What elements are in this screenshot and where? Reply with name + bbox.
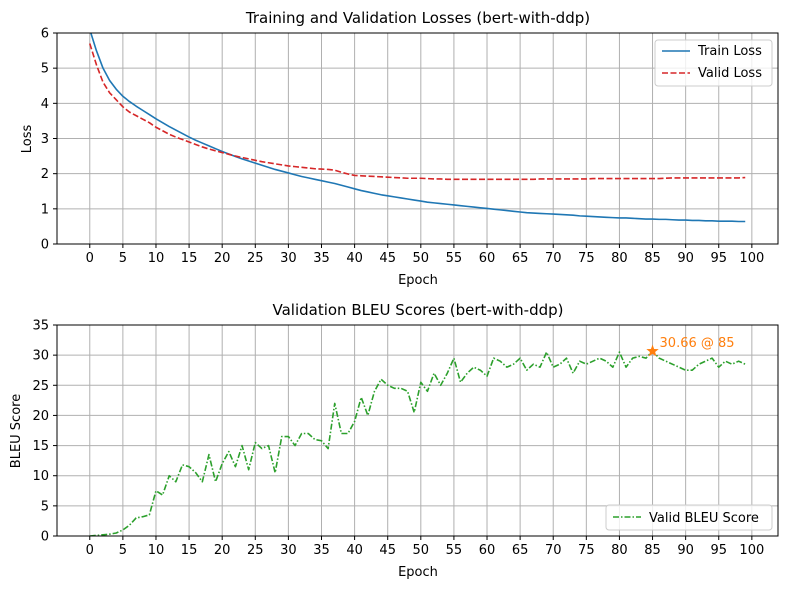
loss-chart-ylabel: Loss xyxy=(20,125,35,154)
legend-valid-loss: Valid Loss xyxy=(698,66,762,81)
x-tick-label: 40 xyxy=(346,543,363,558)
x-tick-label: 65 xyxy=(512,251,529,266)
series-line-train-loss xyxy=(90,33,746,223)
x-tick-label: 80 xyxy=(611,543,628,558)
loss-chart-xlabel: Epoch xyxy=(398,273,438,288)
x-tick-label: 65 xyxy=(512,543,529,558)
bleu-chart: Validation BLEU Scores (bert-with-ddp) 3… xyxy=(9,301,779,580)
x-tick-label: 0 xyxy=(86,543,94,558)
x-tick-label: 100 xyxy=(739,251,764,266)
bleu-chart-lines: 30.66 @ 85 xyxy=(89,336,746,536)
legend-valid-bleu: Valid BLEU Score xyxy=(649,511,759,526)
x-tick-label: 30 xyxy=(280,543,297,558)
bleu-chart-legend: Valid BLEU Score xyxy=(605,504,773,531)
x-tick-label: 45 xyxy=(379,543,396,558)
x-tick-label: 40 xyxy=(346,251,363,266)
x-tick-label: 95 xyxy=(710,543,727,558)
bleu-chart-xlabel: Epoch xyxy=(398,565,438,580)
x-tick-label: 85 xyxy=(644,251,661,266)
x-tick-label: 55 xyxy=(446,251,463,266)
x-tick-label: 85 xyxy=(644,543,661,558)
y-tick-label: 5 xyxy=(41,62,49,77)
bleu-chart-ticks: 0 5 10 15 20 25 30 35 40 45 50 55 60 65 70 75 80 85 90 95 10… xyxy=(32,319,764,559)
y-tick-label: 25 xyxy=(32,379,49,394)
x-tick-label: 75 xyxy=(578,251,595,266)
x-tick-label: 95 xyxy=(710,251,727,266)
x-tick-label: 15 xyxy=(181,251,198,266)
x-tick-label: 55 xyxy=(446,543,463,558)
x-tick-label: 80 xyxy=(611,251,628,266)
x-tick-label: 45 xyxy=(379,251,396,266)
loss-chart-lines xyxy=(89,33,746,223)
x-tick-label: 50 xyxy=(413,251,430,266)
x-tick-label: 0 xyxy=(86,251,94,266)
x-tick-label: 30 xyxy=(280,251,297,266)
best-score-annotation: 30.66 @ 85 xyxy=(660,336,735,351)
y-tick-label: 0 xyxy=(41,530,49,545)
y-tick-label: 4 xyxy=(41,97,49,112)
x-tick-label: 100 xyxy=(739,543,764,558)
y-tick-label: 6 xyxy=(41,27,49,42)
bleu-legend-box xyxy=(605,504,773,531)
x-tick-label: 70 xyxy=(545,543,562,558)
y-tick-label: 30 xyxy=(32,349,49,364)
x-tick-label: 20 xyxy=(214,543,231,558)
loss-chart-legend: Train Loss Valid Loss xyxy=(654,39,773,87)
series-line-valid-loss xyxy=(89,43,746,181)
y-tick-label: 35 xyxy=(32,319,49,334)
x-tick-label: 60 xyxy=(479,543,496,558)
x-tick-label: 90 xyxy=(677,251,694,266)
bleu-chart-frame xyxy=(56,324,779,537)
x-tick-label: 50 xyxy=(413,543,430,558)
x-tick-label: 10 xyxy=(148,251,165,266)
x-tick-label: 5 xyxy=(119,543,127,558)
y-tick-label: 5 xyxy=(41,499,49,514)
y-tick-label: 1 xyxy=(41,202,49,217)
x-tick-label: 90 xyxy=(677,543,694,558)
y-tick-label: 20 xyxy=(32,409,49,424)
y-tick-label: 10 xyxy=(32,469,49,484)
loss-chart: Training and Validation Losses (bert-wit… xyxy=(20,9,779,288)
x-tick-label: 15 xyxy=(181,543,198,558)
x-tick-label: 75 xyxy=(578,543,595,558)
x-tick-label: 35 xyxy=(313,543,330,558)
loss-chart-title: Training and Validation Losses (bert-wit… xyxy=(245,9,590,27)
x-tick-label: 25 xyxy=(247,251,264,266)
bleu-chart-title: Validation BLEU Scores (bert-with-ddp) xyxy=(272,301,563,319)
x-tick-label: 20 xyxy=(214,251,231,266)
series-line-valid-bleu-score xyxy=(89,350,746,536)
y-tick-label: 3 xyxy=(41,132,49,147)
x-tick-label: 35 xyxy=(313,251,330,266)
y-tick-label: 15 xyxy=(32,439,49,454)
x-tick-label: 5 xyxy=(119,251,127,266)
x-tick-label: 10 xyxy=(148,543,165,558)
loss-chart-ticks: 0 5 10 15 20 25 30 35 40 45 50 55 60 65 70 75 80 85 90 95 10… xyxy=(41,27,765,267)
y-tick-label: 2 xyxy=(41,167,49,182)
bleu-chart-grid xyxy=(57,324,778,537)
y-tick-label: 0 xyxy=(41,238,49,253)
x-tick-label: 70 xyxy=(545,251,562,266)
best-score-star-marker xyxy=(646,344,659,357)
bleu-chart-ylabel: BLEU Score xyxy=(9,394,24,468)
x-tick-label: 25 xyxy=(247,543,264,558)
x-tick-label: 60 xyxy=(479,251,496,266)
legend-train-loss: Train Loss xyxy=(697,44,762,59)
